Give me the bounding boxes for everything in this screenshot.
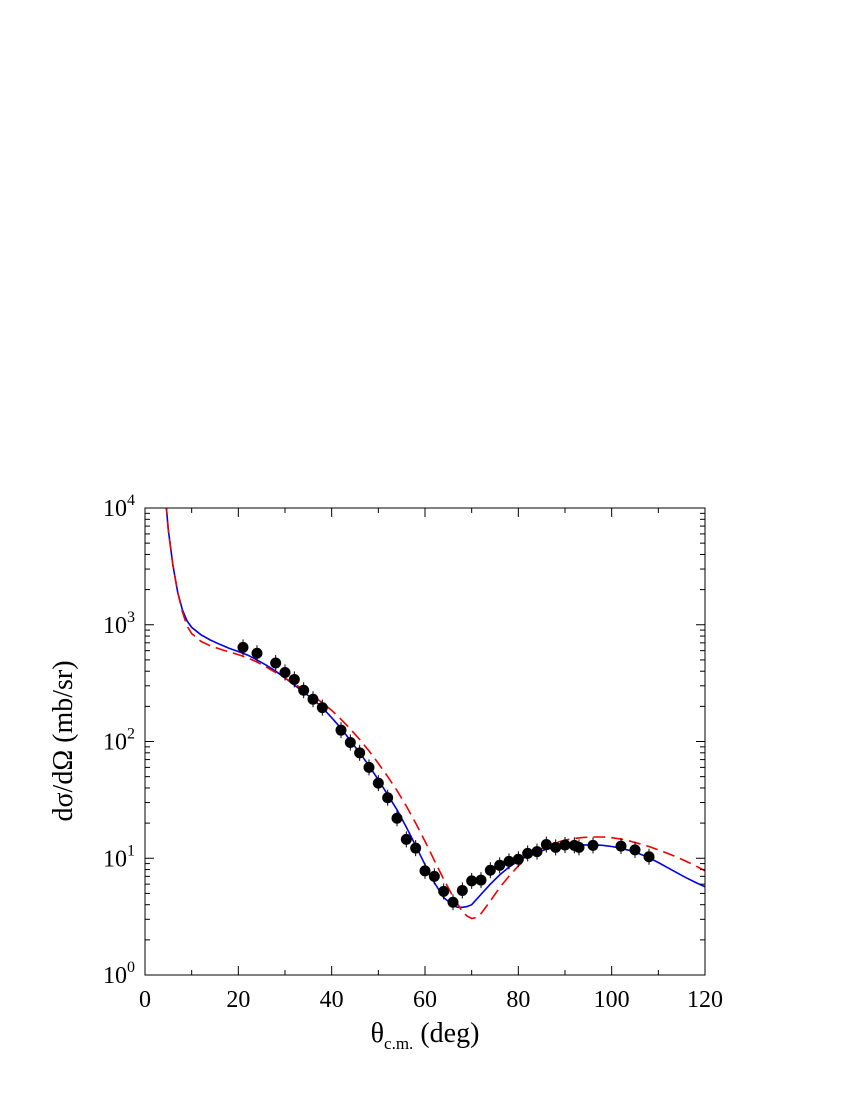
data-point [400,833,412,845]
data-point [643,851,655,863]
data-point [335,724,347,736]
data-point [466,875,478,887]
dashed-curve [165,508,705,920]
data-point [573,841,585,853]
y-tick-label: 100 [103,959,135,989]
data-point [307,693,319,705]
data-point [512,853,524,865]
plot-clip-group [165,508,705,920]
data-point [419,865,431,877]
data-point [438,885,450,897]
data-point [288,673,300,685]
x-axis: 0 20 40 60 80 100 120 [139,508,723,1013]
data-point [531,846,543,858]
x-tick-label: 120 [687,987,723,1013]
x-tick-label: 80 [506,987,530,1013]
y-axis: 100 101 102 103 104 [103,492,705,989]
data-point [587,839,599,851]
data-point [316,702,328,714]
data-point [237,641,249,653]
x-tick-label: 100 [594,987,630,1013]
data-point [629,844,641,856]
data-point [344,737,356,749]
data-point [540,839,552,851]
data-point [484,864,496,876]
x-tick-label: 0 [139,987,151,1013]
data-point [503,855,515,867]
data-point [615,840,627,852]
x-tick-label: 40 [320,987,344,1013]
x-tick-label: 60 [413,987,437,1013]
x-axis-title-unit: (deg) [413,1018,479,1049]
data-point [428,870,440,882]
x-axis-title-subscript: c.m. [384,1034,413,1053]
data-point [298,684,310,696]
y-tick-label: 102 [103,726,135,756]
y-tick-label: 103 [103,609,135,639]
data-point [559,839,571,851]
x-axis-title: θc.m. (deg) [371,1018,480,1053]
data-point [382,792,394,804]
data-point [475,874,487,886]
x-axis-title-theta: θ [371,1018,384,1049]
y-axis-title: dσ/dΩ (mb/sr) [48,660,79,821]
data-point [391,812,403,824]
data-point [270,657,282,669]
data-point [522,847,534,859]
data-point [372,777,384,789]
data-point [410,842,422,854]
y-tick-label: 104 [103,492,135,522]
data-point [363,761,375,773]
data-point [456,884,468,896]
data-point [354,747,366,759]
y-tick-label: 101 [103,842,135,872]
plot-area [165,508,705,920]
data-point [550,841,562,853]
data-point [494,859,506,871]
x-tick-label: 20 [226,987,250,1013]
data-point [251,647,263,659]
data-point [279,666,291,678]
data-point [447,896,459,908]
plot-frame [144,507,706,976]
